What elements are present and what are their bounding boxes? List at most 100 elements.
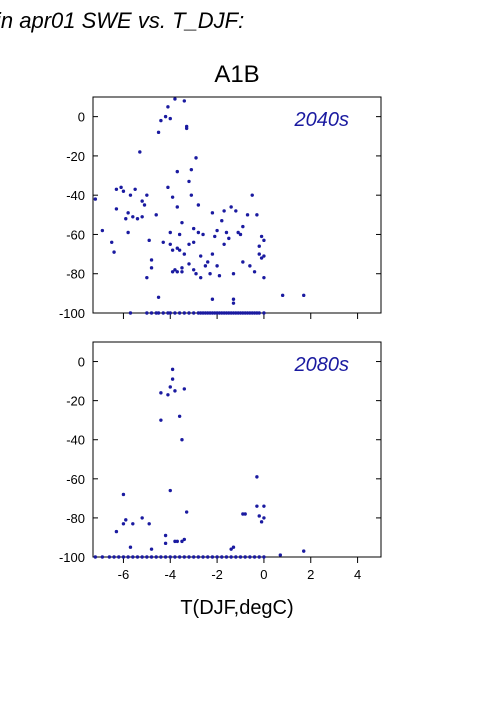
- data-point: [177, 248, 182, 252]
- data-point: [170, 195, 175, 199]
- data-point: [154, 555, 158, 559]
- data-point: [257, 244, 261, 248]
- data-point: [259, 234, 264, 239]
- y-tick-label: -40: [66, 433, 85, 448]
- data-point: [159, 555, 163, 559]
- data-point: [248, 264, 252, 268]
- data-point: [189, 193, 194, 197]
- y-tick-label: -60: [66, 472, 85, 487]
- data-point: [166, 185, 170, 190]
- data-point: [180, 270, 184, 274]
- data-point: [173, 539, 177, 544]
- data-point: [138, 150, 142, 154]
- x-tick-label: -4: [164, 567, 176, 582]
- data-point: [238, 311, 243, 315]
- data-point: [196, 230, 201, 235]
- y-tick-label: 0: [78, 355, 85, 370]
- data-point: [206, 555, 210, 559]
- data-point: [187, 311, 191, 315]
- data-point: [255, 213, 259, 217]
- data-point: [252, 555, 257, 559]
- data-point: [163, 533, 168, 538]
- data-point: [189, 167, 194, 172]
- data-point: [241, 224, 245, 229]
- data-point: [168, 385, 172, 389]
- data-point: [173, 311, 177, 315]
- data-point: [278, 553, 283, 557]
- data-point: [262, 311, 266, 315]
- data-point: [217, 311, 222, 315]
- data-point: [196, 311, 201, 315]
- data-point: [187, 555, 191, 559]
- data-point: [259, 520, 264, 524]
- data-point: [234, 311, 238, 315]
- data-point: [121, 492, 126, 497]
- data-point: [220, 311, 224, 315]
- data-point: [220, 219, 224, 223]
- data-point: [250, 193, 254, 197]
- data-point: [156, 130, 161, 135]
- data-point: [257, 555, 261, 559]
- data-point: [262, 254, 266, 258]
- data-point: [238, 555, 243, 559]
- y-tick-label: -40: [66, 188, 85, 203]
- data-point: [149, 311, 154, 315]
- data-point: [231, 311, 236, 315]
- data-point: [236, 230, 240, 235]
- data-point: [194, 272, 198, 276]
- data-point: [255, 475, 259, 479]
- data-point: [252, 270, 257, 274]
- data-point: [117, 555, 121, 559]
- data-point: [173, 97, 177, 101]
- data-point: [180, 220, 184, 225]
- data-point: [168, 242, 172, 246]
- data-point: [201, 232, 205, 237]
- data-point: [184, 126, 189, 131]
- data-point: [210, 311, 215, 315]
- data-point: [170, 367, 175, 372]
- data-point: [245, 311, 250, 315]
- data-point: [210, 211, 215, 215]
- data-point: [168, 116, 172, 121]
- data-point: [114, 207, 119, 211]
- data-point: [241, 260, 245, 264]
- data-point: [180, 539, 184, 544]
- data-point: [243, 311, 247, 315]
- data-point: [161, 311, 165, 315]
- x-tick-label: 4: [354, 567, 361, 582]
- data-point: [168, 311, 172, 315]
- data-point: [168, 230, 172, 235]
- data-point: [222, 242, 226, 246]
- data-point: [257, 514, 261, 518]
- y-tick-label: 0: [78, 110, 85, 125]
- data-point: [114, 529, 119, 534]
- data-point: [177, 232, 182, 237]
- data-point: [231, 297, 236, 301]
- data-point: [201, 555, 205, 559]
- data-point: [175, 539, 179, 544]
- data-point: [234, 555, 238, 559]
- data-point: [159, 418, 163, 422]
- x-tick-label: -2: [211, 567, 223, 582]
- figure-subtitle: A1B: [214, 61, 259, 88]
- data-point: [194, 156, 198, 160]
- data-point: [168, 488, 172, 493]
- data-point: [135, 217, 140, 221]
- data-point: [149, 258, 154, 262]
- data-point: [187, 242, 191, 246]
- data-point: [124, 518, 128, 522]
- data-point: [124, 217, 128, 221]
- panel-2040s: 0 -20 -40 -60 -80 -100 2040s: [59, 96, 382, 321]
- data-point: [196, 555, 201, 559]
- data-point: [159, 118, 163, 123]
- data-point: [140, 516, 144, 520]
- x-axis-label: T(DJF,degC): [180, 597, 293, 619]
- data-point: [145, 193, 149, 197]
- data-point: [121, 189, 126, 193]
- data-point: [206, 260, 210, 264]
- data-point: [126, 555, 130, 559]
- data-point: [250, 311, 254, 315]
- data-point: [147, 522, 151, 526]
- data-point: [262, 516, 266, 520]
